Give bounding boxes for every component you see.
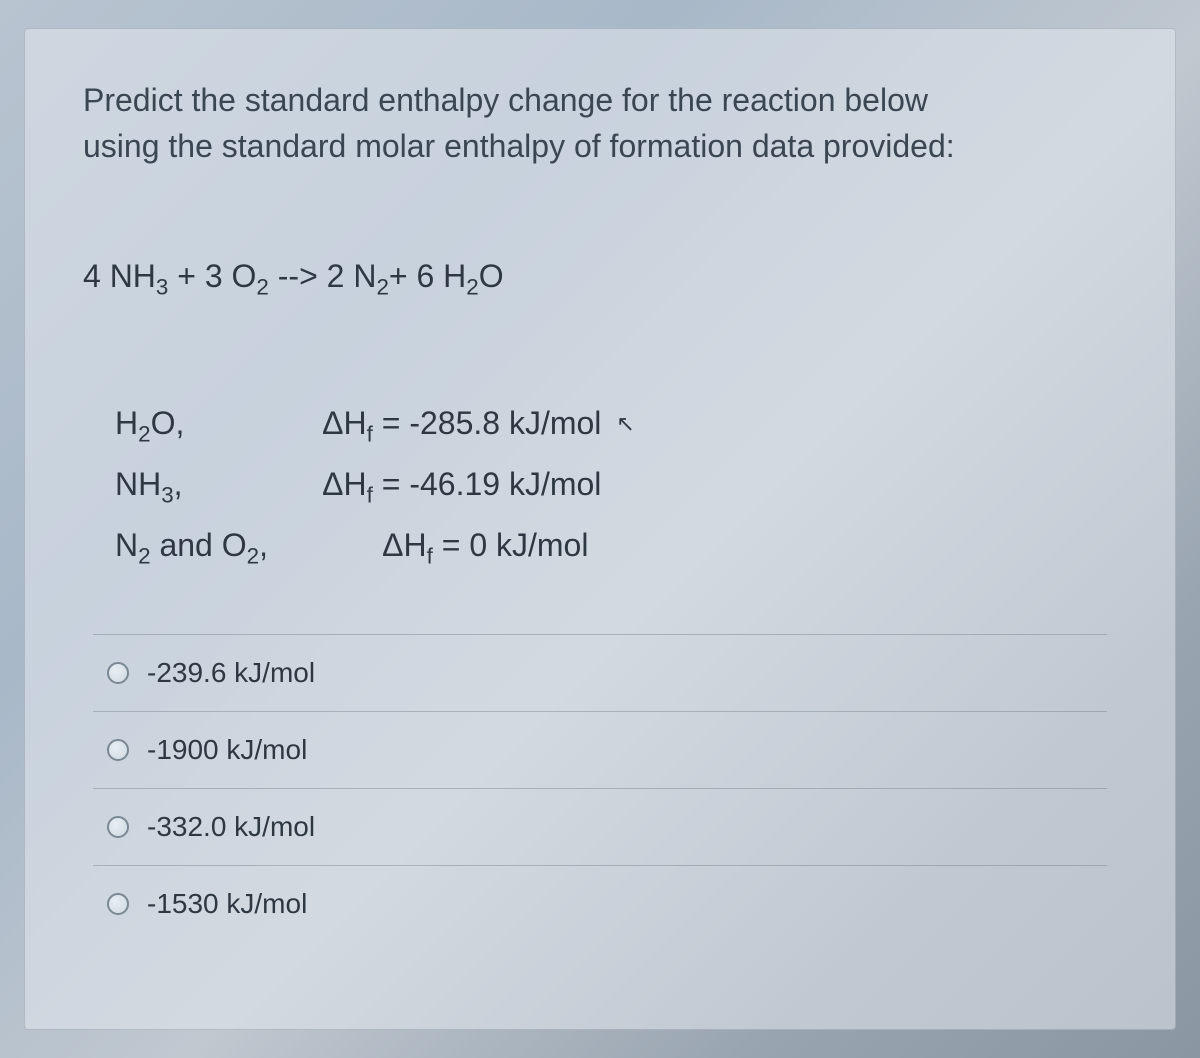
eq-sub: 2	[256, 274, 268, 299]
reaction-equation: 4 NH3 + 3 O2 --> 2 N2+ 6 H2O	[83, 258, 1117, 295]
data-species: N2 and O2,	[115, 527, 375, 564]
radio-icon	[107, 662, 129, 684]
eq-sub: 3	[156, 274, 168, 299]
radio-icon	[107, 739, 129, 761]
option-label: -1900 kJ/mol	[147, 734, 307, 766]
eq-sub: 2	[466, 274, 478, 299]
data-row-n2-o2: N2 and O2, ΔHf = 0 kJ/mol	[115, 527, 1117, 564]
answer-option-1[interactable]: -239.6 kJ/mol	[93, 635, 1107, 712]
radio-icon	[107, 893, 129, 915]
question-prompt: Predict the standard enthalpy change for…	[83, 77, 1117, 170]
delta-h-symbol: ΔHf	[322, 405, 382, 441]
cursor-icon: ↖	[616, 411, 634, 436]
answer-option-2[interactable]: -1900 kJ/mol	[93, 712, 1107, 789]
eq-seg: + 6 H	[389, 258, 466, 294]
prompt-line-1: Predict the standard enthalpy change for…	[83, 82, 928, 118]
option-label: -239.6 kJ/mol	[147, 657, 315, 689]
delta-h-symbol: ΔHf	[382, 527, 442, 563]
radio-icon	[107, 816, 129, 838]
eq-seg: O	[479, 258, 504, 294]
eq-sub: 2	[376, 274, 388, 299]
eq-seg: + 3 O	[168, 258, 256, 294]
data-row-h2o: H2O, ΔHf = -285.8 kJ/mol ↖	[115, 405, 1117, 442]
data-species: H2O,	[115, 405, 315, 442]
prompt-line-2: using the standard molar enthalpy of for…	[83, 128, 955, 164]
option-label: -332.0 kJ/mol	[147, 811, 315, 843]
delta-h-symbol: ΔHf	[322, 466, 382, 502]
enthalpy-data: H2O, ΔHf = -285.8 kJ/mol ↖ NH3, ΔHf = -4…	[115, 405, 1117, 564]
data-value: = -46.19 kJ/mol	[382, 466, 602, 502]
data-value: = 0 kJ/mol	[442, 527, 589, 563]
answer-option-3[interactable]: -332.0 kJ/mol	[93, 789, 1107, 866]
data-row-nh3: NH3, ΔHf = -46.19 kJ/mol	[115, 466, 1117, 503]
data-species: NH3,	[115, 466, 315, 503]
data-value: = -285.8 kJ/mol	[382, 405, 602, 441]
question-card: Predict the standard enthalpy change for…	[24, 28, 1176, 1030]
answer-options: -239.6 kJ/mol -1900 kJ/mol -332.0 kJ/mol…	[93, 634, 1107, 942]
answer-option-4[interactable]: -1530 kJ/mol	[93, 866, 1107, 942]
eq-seg: --> 2 N	[269, 258, 377, 294]
eq-seg: 4 NH	[83, 258, 156, 294]
option-label: -1530 kJ/mol	[147, 888, 307, 920]
